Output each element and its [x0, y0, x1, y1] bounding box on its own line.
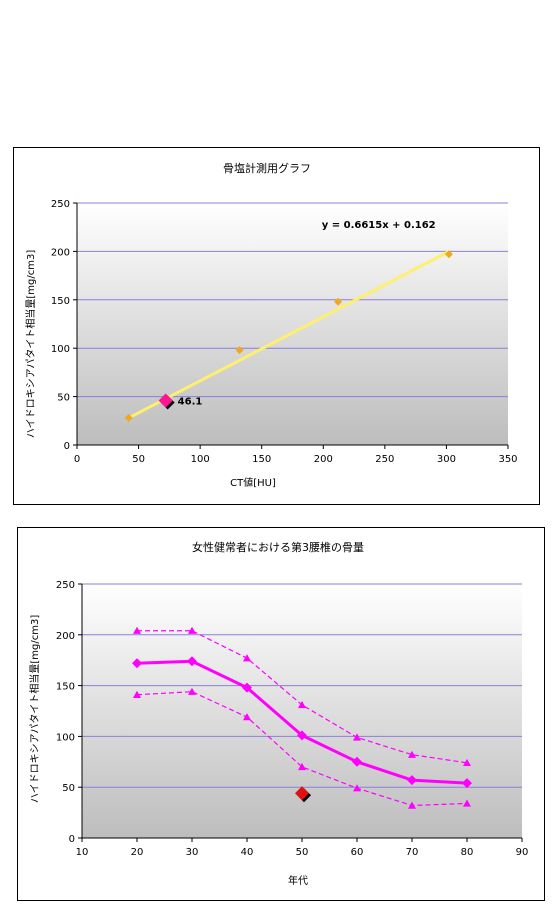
y-tick-label: 250	[51, 199, 70, 210]
data-point	[235, 346, 244, 355]
y-tick-label: 50	[62, 783, 75, 794]
y-tick-label: 50	[57, 393, 70, 404]
data-point	[407, 775, 417, 786]
y-tick-label: 150	[51, 296, 70, 307]
y-tick-label: 200	[56, 631, 75, 642]
measured-point	[295, 786, 309, 801]
x-axis-label: CT値[HU]	[230, 476, 276, 489]
data-point	[132, 658, 142, 669]
data-point	[462, 778, 472, 789]
x-tick-label: 100	[191, 454, 210, 465]
data-point	[298, 700, 306, 709]
x-tick-label: 70	[406, 847, 419, 858]
plot-area	[77, 203, 508, 445]
x-tick-label: 350	[498, 454, 517, 465]
data-point	[124, 413, 133, 422]
bone-calibration-chart-svg: 骨塩計測用グラフ CT値[HU] ハイドロキシアパタイト相当量[mg/cm3] …	[24, 161, 518, 489]
x-tick-label: 0	[74, 454, 80, 465]
female-lumbar-bone-chart: 女性健常者における第3腰椎の骨量 年代 ハイドロキシアパタイト相当量[mg/cm…	[17, 527, 545, 901]
y-tick-label: 100	[56, 732, 75, 743]
data-point	[188, 687, 196, 695]
x-tick-label: 40	[241, 847, 254, 858]
y-axis-label: ハイドロキシアパタイト相当量[mg/cm3]	[28, 615, 41, 804]
data-point	[133, 626, 141, 634]
x-axis-label: 年代	[288, 874, 308, 887]
data-point	[353, 784, 361, 792]
y-tick-label: 150	[56, 682, 75, 693]
data-point	[463, 758, 471, 767]
data-point	[444, 250, 453, 259]
y-tick-label: 100	[51, 344, 70, 355]
x-tick-label: 60	[351, 847, 364, 858]
data-point	[352, 756, 362, 767]
y-tick-label: 0	[69, 834, 75, 845]
data-point	[188, 626, 196, 634]
data-point	[243, 654, 251, 662]
x-tick-label: 30	[186, 847, 199, 858]
data-point	[242, 682, 252, 693]
x-tick-label: 50	[296, 847, 309, 858]
data-point	[334, 297, 343, 306]
trendline-equation: y = 0.6615x + 0.162	[322, 220, 436, 231]
measured-point	[158, 393, 173, 408]
y-axis-label: ハイドロキシアパタイト相当量[mg/cm3]	[24, 250, 37, 439]
data-point	[243, 713, 251, 721]
x-tick-label: 90	[516, 847, 529, 858]
x-tick-label: 150	[252, 454, 271, 465]
chart-title: 女性健常者における第3腰椎の骨量	[192, 540, 364, 554]
y-tick-label: 200	[51, 247, 70, 258]
data-point	[133, 690, 141, 698]
x-tick-label: 80	[461, 847, 474, 858]
bone-calibration-chart: 骨塩計測用グラフ CT値[HU] ハイドロキシアパタイト相当量[mg/cm3] …	[13, 147, 540, 505]
x-tick-label: 250	[375, 454, 394, 465]
measured-point-label: 46.1	[178, 396, 203, 407]
y-tick-label: 250	[56, 580, 75, 591]
chart-title: 骨塩計測用グラフ	[223, 161, 311, 175]
x-tick-label: 20	[131, 847, 144, 858]
data-point	[463, 799, 471, 807]
trendline	[128, 250, 450, 420]
data-point	[408, 801, 416, 809]
data-point	[297, 730, 307, 741]
data-point	[408, 750, 416, 758]
x-tick-label: 50	[132, 454, 145, 465]
x-tick-label: 300	[437, 454, 456, 465]
y-tick-label: 0	[64, 441, 70, 452]
x-tick-label: 200	[314, 454, 333, 465]
x-tick-label: 10	[76, 847, 89, 858]
female-lumbar-bone-chart-svg: 女性健常者における第3腰椎の骨量 年代 ハイドロキシアパタイト相当量[mg/cm…	[28, 540, 529, 887]
data-point	[298, 762, 306, 771]
data-point	[187, 656, 197, 667]
data-point	[353, 733, 361, 741]
